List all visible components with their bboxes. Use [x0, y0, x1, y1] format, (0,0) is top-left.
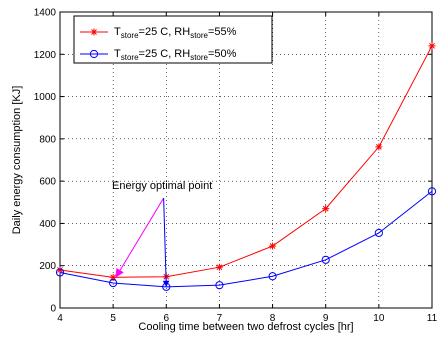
grid-layer — [60, 12, 432, 308]
data-point-circle — [109, 278, 118, 288]
legend-label-part: =25 C, RH — [139, 26, 191, 38]
x-tick-label: 4 — [57, 313, 63, 324]
legend-marker-circle — [89, 49, 99, 59]
legend-item-1: Tstore=25 C, RHstore=55% — [80, 26, 237, 40]
data-point-star — [428, 42, 436, 50]
x-axis-label: Cooling time between two defrost cycles … — [138, 321, 353, 333]
legend-label-subscript: store — [121, 31, 139, 40]
data-point-star — [269, 242, 277, 250]
series-layer — [55, 42, 437, 291]
y-tick-label: 200 — [39, 261, 56, 272]
y-tick-label: 1000 — [34, 92, 57, 103]
y-tick-label: 1400 — [34, 8, 57, 19]
annotation-arrow-line — [115, 197, 165, 278]
legend-label-part: =55% — [208, 26, 237, 38]
y-tick-label: 600 — [39, 177, 56, 188]
legend-label: Tstore=25 C, RHstore=55% — [114, 26, 237, 40]
legend-item-2: Tstore=25 C, RHstore=50% — [80, 48, 237, 62]
data-point-star — [375, 143, 383, 151]
data-point-circle — [215, 281, 224, 290]
data-point-circle — [55, 268, 65, 277]
legend-label-subscript: store — [190, 31, 208, 40]
annotation-layer: Energy optimal point — [112, 180, 212, 287]
legend: Tstore=25 C, RHstore=55%Tstore=25 C, RHs… — [73, 15, 273, 64]
y-tick-label: 0 — [50, 304, 56, 315]
series-line — [59, 190, 433, 288]
x-tick-label: 8 — [270, 313, 276, 324]
legend-label-subscript: store — [121, 53, 139, 62]
y-tick-label: 800 — [39, 134, 56, 145]
data-point-circle — [321, 255, 330, 264]
legend-label-subscript: store — [190, 53, 208, 62]
legend-label-part: T — [114, 26, 121, 38]
tick-layer: 4 5 6 7 8 9 10 11 0 200 400 600 800 1000 1200 1400 — [34, 8, 438, 325]
series-2 — [55, 187, 437, 291]
x-tick-label: 7 — [217, 313, 223, 324]
legend-label: Tstore=25 C, RHstore=50% — [114, 48, 237, 62]
series-line — [59, 45, 433, 278]
legend-label-part: =25 C, RH — [139, 48, 191, 60]
plot-frame — [59, 11, 433, 309]
data-point-circle — [427, 187, 437, 196]
legend-label-part: =50% — [208, 48, 237, 60]
legend-box — [73, 15, 273, 64]
annotation-arrowhead — [115, 267, 124, 278]
data-point-circle — [268, 272, 277, 281]
data-point-circle — [374, 228, 383, 238]
x-tick-label: 10 — [373, 313, 385, 324]
annotation-pointer-line — [163, 198, 167, 287]
x-tick-label: 9 — [323, 313, 329, 324]
y-tick-label: 400 — [39, 219, 56, 230]
series-1 — [56, 42, 436, 281]
x-tick-label: 5 — [110, 313, 116, 324]
y-axis-label: Daily energy consumption [KJ] — [11, 86, 23, 235]
x-tick-label: 6 — [164, 313, 170, 324]
data-point-star — [322, 205, 330, 213]
y-tick-label: 1200 — [34, 50, 57, 61]
data-point-star — [215, 263, 223, 271]
x-tick-label: 11 — [427, 313, 438, 324]
legend-marker-star — [90, 28, 98, 36]
annotation-pointer-head — [162, 280, 170, 287]
annotation-text: Energy optimal point — [112, 180, 212, 192]
legend-label-part: T — [114, 48, 121, 60]
